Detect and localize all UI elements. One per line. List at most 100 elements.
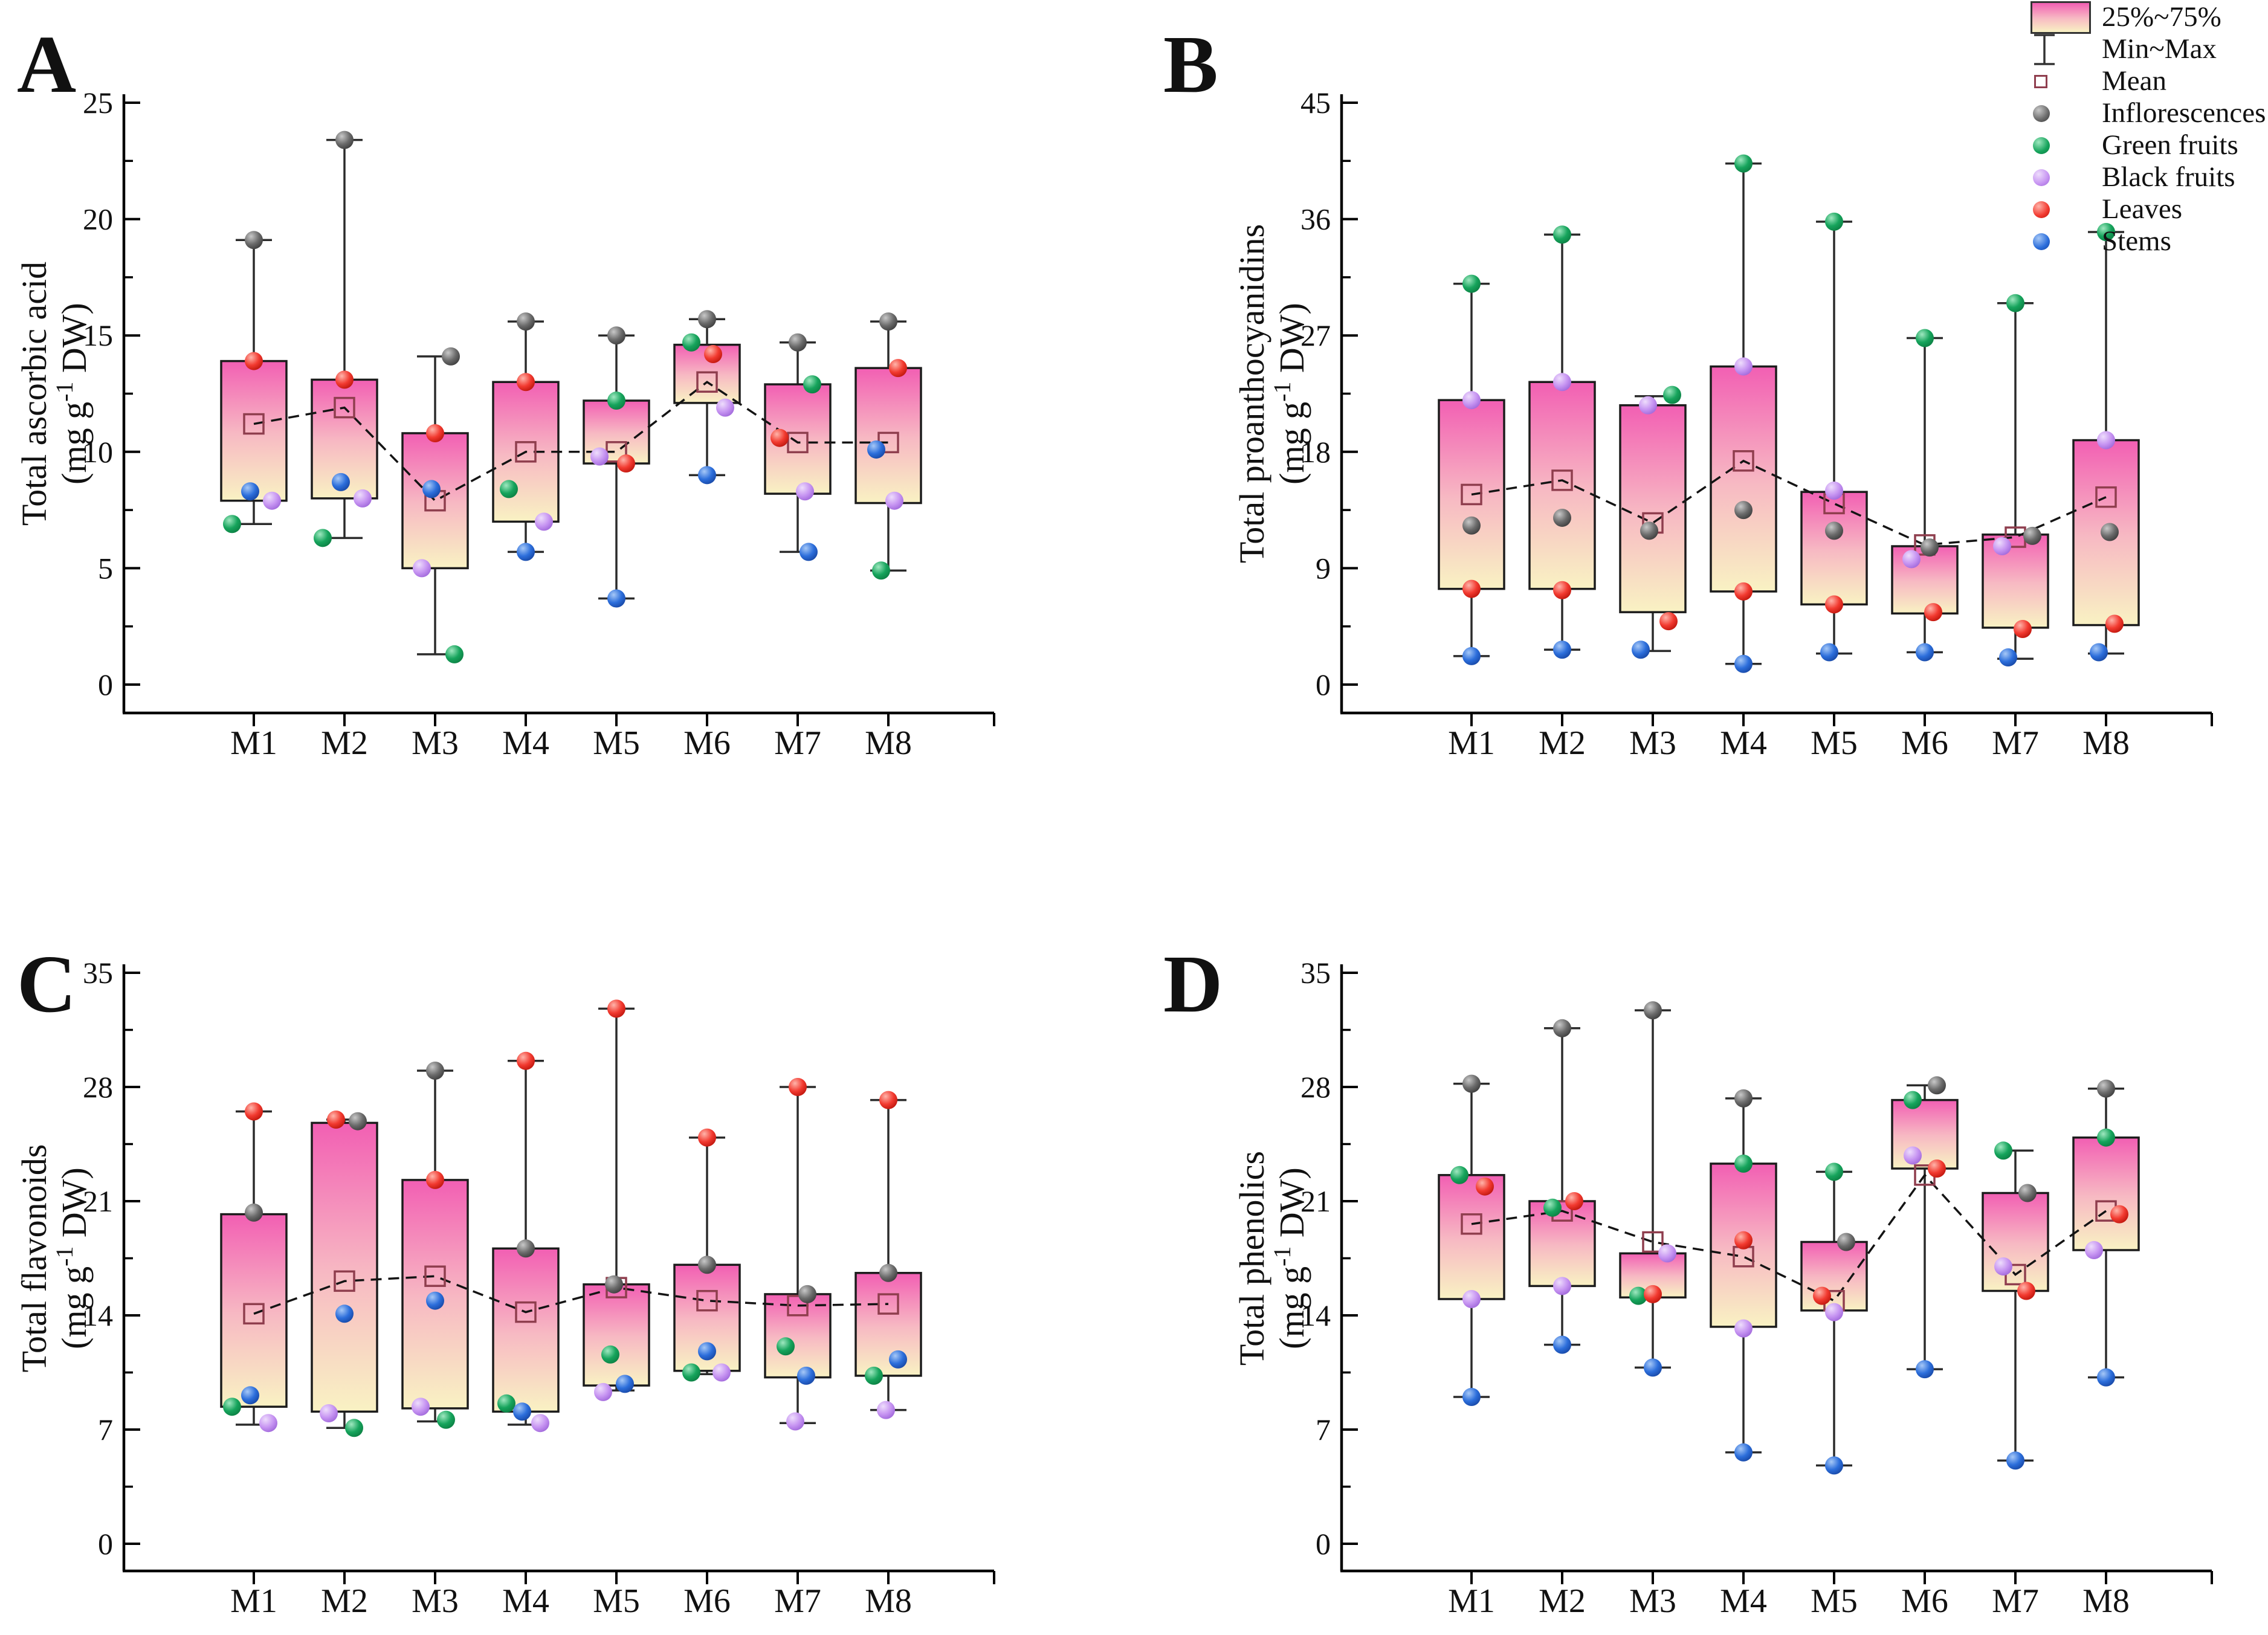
y-tick-label: 35: [83, 956, 113, 990]
dot-black-fruits: [1734, 357, 1753, 376]
y-tick-label: 25: [83, 86, 113, 120]
dot-black-fruits: [1658, 1244, 1676, 1263]
dot-inflorescences: [1553, 1019, 1571, 1037]
unit-pre: (mg g: [1272, 402, 1311, 485]
x-tick-label: M5: [1811, 724, 1858, 762]
y-tick-label: 45: [1300, 86, 1331, 120]
iqr-box: [1438, 1174, 1505, 1300]
x-tick-label: M6: [1901, 1582, 1948, 1620]
iqr-box: [855, 1272, 922, 1377]
dot-inflorescences: [1462, 516, 1481, 535]
y-tick-label: 0: [98, 668, 113, 701]
dot-black-fruits: [796, 482, 814, 501]
dot-black-fruits: [885, 491, 903, 510]
dot-stems: [1553, 640, 1571, 659]
dot-inflorescences: [2097, 1079, 2115, 1098]
dot-inflorescences: [698, 1256, 716, 1274]
dot-green-fruits: [1553, 225, 1571, 244]
y-tick-label: 28: [83, 1070, 113, 1104]
dot-leaves: [1924, 603, 1942, 622]
x-tick-label: M3: [1629, 1582, 1676, 1620]
dot-inflorescences: [1928, 1076, 1946, 1095]
legend-item-inflorescences: Inflorescences: [2031, 97, 2266, 129]
legend-item-green-fruits: Green fruits: [2031, 129, 2266, 161]
legend-item-leaves: Leaves: [2031, 193, 2266, 225]
mean-marker: [424, 1265, 446, 1287]
dot-green-fruits: [1734, 1154, 1753, 1173]
dot-leaves: [1813, 1286, 1831, 1305]
y-axis-unit: (mg g-1 DW): [51, 303, 94, 485]
dot-stems: [889, 1350, 907, 1369]
x-tick-label: M4: [1720, 724, 1767, 762]
dot-stems: [335, 1304, 354, 1323]
dot-inflorescences: [607, 326, 625, 345]
dot-leaves: [327, 1111, 345, 1129]
mean-marker: [243, 413, 265, 435]
unit-sup: -1: [51, 1246, 78, 1266]
dot-stems: [1825, 1456, 1843, 1475]
dot-leaves: [1825, 595, 1843, 614]
inflorescences-icon: [2031, 105, 2102, 122]
mean-marker: [334, 396, 355, 419]
y-tick-label: 5: [98, 551, 113, 585]
dot-green-fruits: [1825, 1163, 1843, 1181]
dot-stems: [1462, 647, 1481, 665]
dot-leaves: [1462, 579, 1481, 598]
dot-stems: [1632, 640, 1650, 659]
black-fruits-icon: [2031, 169, 2102, 186]
dot-stems: [1916, 643, 1934, 662]
dot-leaves: [517, 373, 535, 392]
minmax-glyph: [2034, 33, 2055, 65]
dot-stems: [797, 1366, 815, 1385]
iqr-box: [1619, 404, 1687, 613]
y-tick-label: 21: [1300, 1184, 1331, 1218]
dot-black-fruits: [877, 1401, 895, 1419]
unit-post: DW): [1272, 1167, 1311, 1246]
panel-letter-B: B: [1163, 19, 1218, 110]
dot-leaves: [771, 428, 789, 447]
dot-green-fruits: [1629, 1286, 1647, 1305]
dot-green-fruits: [2097, 223, 2115, 241]
y-axis-unit: (mg g-1 DW): [1268, 1167, 1311, 1349]
dot-black-fruits: [1825, 482, 1843, 500]
dot-leaves: [789, 1078, 807, 1096]
y-tick-label: 14: [1300, 1298, 1331, 1332]
panel-letter-C: C: [17, 939, 76, 1030]
dot-inflorescences: [2018, 1184, 2037, 1202]
y-tick-label: 0: [1316, 1527, 1331, 1561]
dot-leaves: [2105, 614, 2124, 633]
dot-green-fruits: [2006, 294, 2024, 312]
green-fruits-icon: [2031, 137, 2102, 154]
x-tick-label: M8: [865, 1582, 912, 1620]
dot-stems: [1734, 654, 1753, 673]
dot-inflorescences: [1734, 1089, 1753, 1108]
legend-label-minmax: Min~Max: [2102, 33, 2217, 65]
dot-black-fruits: [354, 489, 372, 508]
dot-inflorescences: [517, 312, 535, 331]
dot-leaves: [1928, 1159, 1946, 1178]
dot-black-fruits: [413, 559, 431, 578]
legend-label-mean: Mean: [2102, 65, 2167, 97]
dot-inflorescences: [245, 231, 263, 250]
dot-green-fruits: [2097, 1128, 2115, 1147]
dot-inflorescences: [879, 312, 897, 331]
dot-black-fruits: [1904, 1146, 1922, 1165]
dot-stems: [616, 1375, 634, 1393]
dot-black-fruits: [2085, 1241, 2103, 1259]
iqr-box: [1982, 534, 2049, 629]
dot-leaves: [335, 370, 354, 389]
dot-inflorescences: [517, 1239, 535, 1258]
legend-label-green-fruits: Green fruits: [2102, 129, 2238, 161]
dot-leaves: [704, 345, 722, 364]
y-tick-label: 35: [1300, 956, 1331, 990]
y-axis-unit: (mg g-1 DW): [1268, 303, 1311, 485]
x-tick-label: M4: [502, 1582, 549, 1620]
x-tick-label: M5: [593, 1582, 640, 1620]
dot-leaves: [2014, 619, 2032, 638]
panel-letter-D: D: [1163, 939, 1223, 1030]
iqr-box: [1800, 1240, 1868, 1312]
dot-inflorescences: [245, 1203, 263, 1222]
dot-inflorescences: [1825, 521, 1843, 540]
dot-black-fruits: [1902, 550, 1921, 569]
dot-stems: [517, 543, 535, 561]
